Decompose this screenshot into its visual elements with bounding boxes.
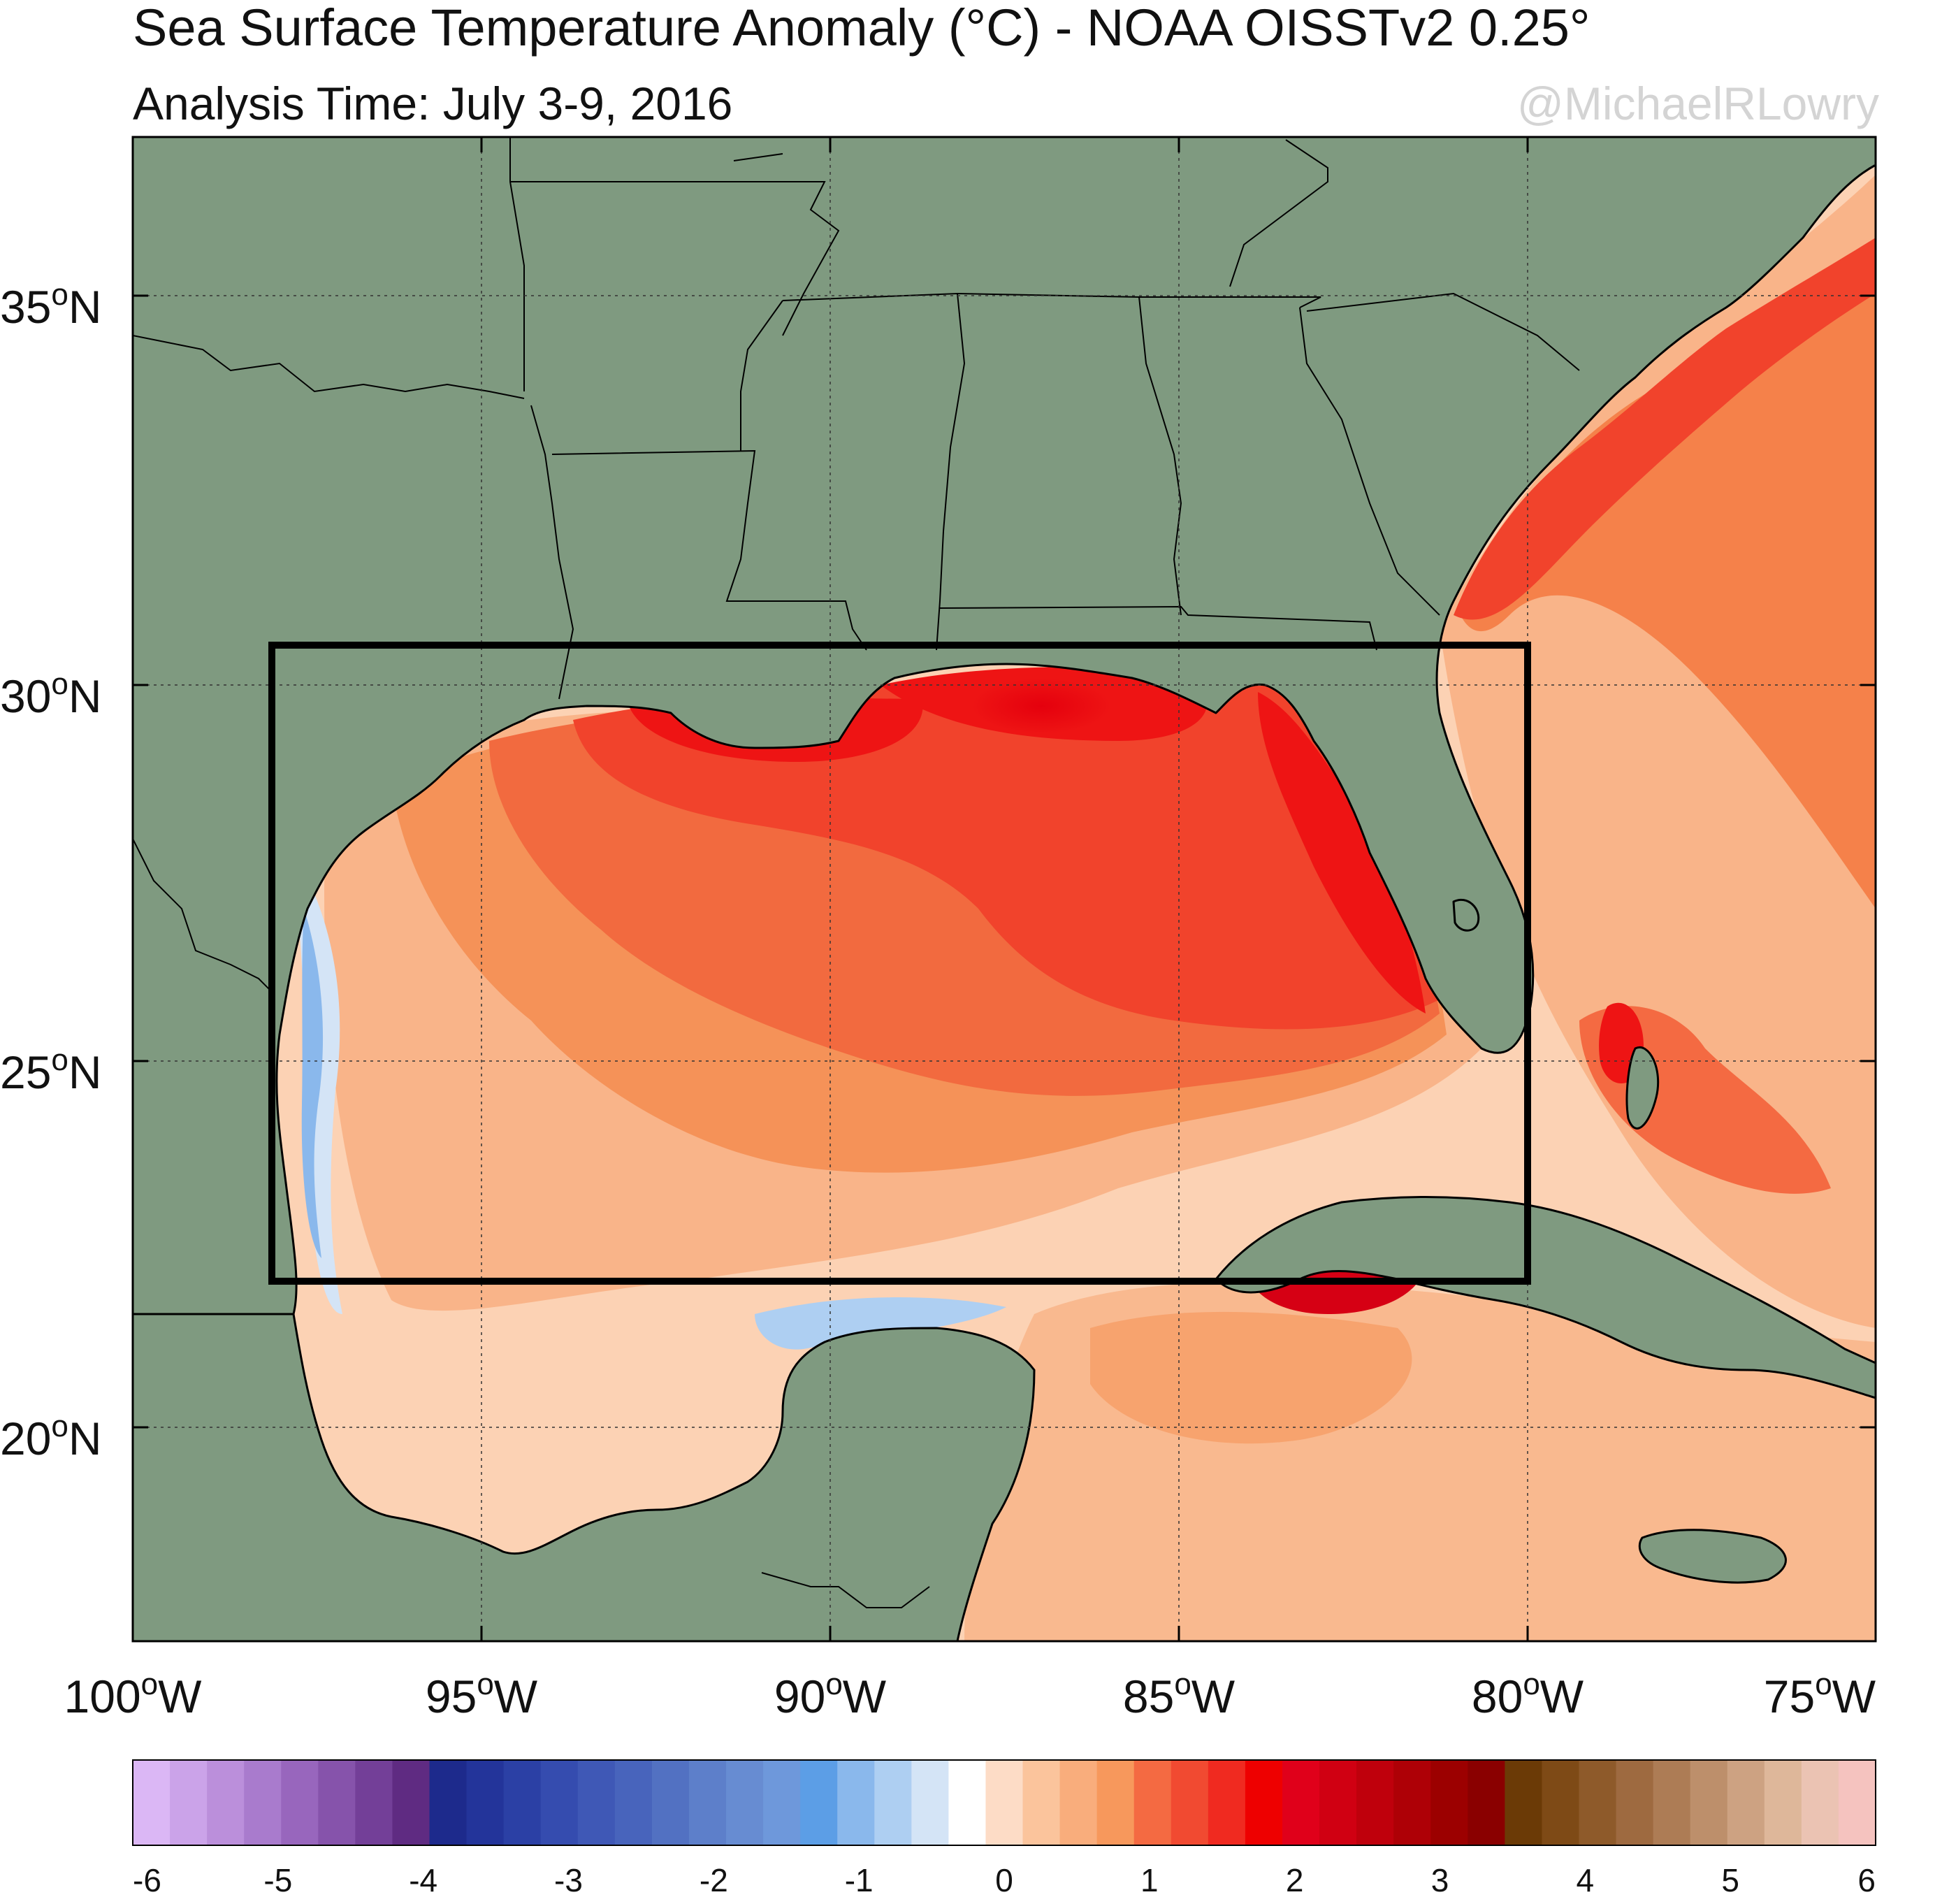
colorbar-swatch xyxy=(1838,1760,1876,1845)
colorbar-tick-label: 6 xyxy=(1857,1862,1876,1898)
colorbar-swatch xyxy=(429,1760,468,1845)
andros-island xyxy=(1625,1046,1660,1130)
colorbar-tick-label: 5 xyxy=(1721,1862,1739,1898)
analysis-time-subtitle: Analysis Time: July 3-9, 2016 xyxy=(133,78,733,129)
colorbar-swatch xyxy=(1801,1760,1839,1845)
longitude-labels: 100oW 95oW 90oW 85oW 80oW 75oW xyxy=(64,1667,1876,1722)
colorbar-swatch xyxy=(1542,1760,1580,1845)
lon-label-90: 90oW xyxy=(774,1667,887,1722)
colorbar-tick-label: -6 xyxy=(133,1862,161,1898)
caribbean-moderate-field xyxy=(1090,1311,1412,1444)
colorbar-swatch xyxy=(1319,1760,1357,1845)
colorbar-swatch xyxy=(837,1760,875,1845)
colorbar-swatch xyxy=(355,1760,393,1845)
colorbar-swatch xyxy=(1616,1760,1654,1845)
colorbar-swatch xyxy=(540,1760,579,1845)
colorbar-swatch xyxy=(1690,1760,1728,1845)
lon-label-80: 80oW xyxy=(1472,1667,1584,1722)
colorbar-tick-label: -4 xyxy=(409,1862,437,1898)
colorbar-swatch xyxy=(1393,1760,1431,1845)
colorbar-swatch xyxy=(1430,1760,1468,1845)
colorbar-swatch xyxy=(1764,1760,1802,1845)
colorbar-swatch xyxy=(318,1760,356,1845)
colorbar-swatch xyxy=(1133,1760,1172,1845)
colorbar-swatch xyxy=(1059,1760,1098,1845)
author-watermark: @MichaelRLowry xyxy=(1516,78,1879,129)
colorbar-swatch xyxy=(466,1760,505,1845)
colorbar-tick-label: -5 xyxy=(263,1862,292,1898)
us-mainland xyxy=(133,137,1876,1315)
colorbar-swatch xyxy=(133,1760,171,1845)
colorbar-swatch xyxy=(1096,1760,1135,1845)
colorbar-tick-label: -1 xyxy=(845,1862,874,1898)
colorbar-tick-label: 2 xyxy=(1286,1862,1304,1898)
colorbar-tick-label: 3 xyxy=(1431,1862,1449,1898)
lon-label-100: 100oW xyxy=(64,1667,203,1722)
colorbar-swatch xyxy=(1653,1760,1691,1845)
lon-label-75: 75oW xyxy=(1764,1667,1876,1722)
colorbar-swatch xyxy=(244,1760,282,1845)
colorbar-tick-label: 1 xyxy=(1140,1862,1159,1898)
colorbar-swatch xyxy=(874,1760,912,1845)
map-title: Sea Surface Temperature Anomaly (°C) - N… xyxy=(133,0,1591,57)
state-borders xyxy=(133,137,1580,1608)
axis-ticks xyxy=(133,137,1876,1641)
colorbar-swatch xyxy=(1245,1760,1283,1845)
colorbar-tick-labels: -6 -5 -4 -3 -2 -1 0 1 2 3 4 5 6 xyxy=(133,1862,1876,1898)
colorbar-swatch xyxy=(763,1760,801,1845)
graticule xyxy=(133,137,1876,1641)
lon-label-85: 85oW xyxy=(1123,1667,1236,1722)
colorbar-swatch xyxy=(688,1760,727,1845)
colorbar-swatch xyxy=(1356,1760,1394,1845)
lon-label-95: 95oW xyxy=(426,1667,538,1722)
western-gulf-cold-band xyxy=(301,909,324,1258)
gulf-stream-hot-band xyxy=(1454,238,1876,620)
gulf-hot-field xyxy=(629,667,1426,1014)
colorbar-tick-label: 4 xyxy=(1577,1862,1595,1898)
colorbar-swatch xyxy=(948,1760,987,1845)
lat-label-35: 35oN xyxy=(0,277,102,333)
colorbar-swatch xyxy=(281,1760,319,1845)
colorbar-swatch xyxy=(1727,1760,1765,1845)
lat-label-20: 20oN xyxy=(0,1409,102,1464)
colorbar-tick-label: 0 xyxy=(995,1862,1013,1898)
colorbar-tick-label: -2 xyxy=(700,1862,728,1898)
colorbar-swatch xyxy=(1022,1760,1061,1845)
lat-label-25: 25oN xyxy=(0,1043,102,1098)
gulf-warm-field-4 xyxy=(573,675,1440,1030)
colorbar-swatch xyxy=(800,1760,838,1845)
colorbar-tick-label: -3 xyxy=(554,1862,583,1898)
colorbar-frame xyxy=(132,1759,1876,1846)
colorbar-swatch xyxy=(614,1760,653,1845)
lake-okeechobee xyxy=(1452,898,1480,932)
colorbar-swatch xyxy=(1505,1760,1543,1845)
jamaica xyxy=(1638,1529,1787,1584)
colorbar-swatch xyxy=(1171,1760,1209,1845)
colorbar-swatch xyxy=(170,1760,208,1845)
latitude-labels: 35oN 30oN 25oN 20oN xyxy=(0,277,102,1464)
colorbar-swatch xyxy=(503,1760,542,1845)
colorbar-swatch xyxy=(651,1760,690,1845)
colorbar-swatch xyxy=(207,1760,245,1845)
campeche-cool-patch xyxy=(755,1297,1006,1350)
colorbar-swatch xyxy=(1468,1760,1505,1845)
colorbar-swatch xyxy=(1282,1760,1320,1845)
colorbar-swatch xyxy=(726,1760,764,1845)
atlantic-warm-field-2 xyxy=(1461,266,1876,909)
colorbar-swatch xyxy=(577,1760,616,1845)
map-frame xyxy=(131,136,1877,1643)
colorbar-swatch xyxy=(985,1760,1024,1845)
analysis-region-box xyxy=(268,642,1531,1285)
colorbar-swatch xyxy=(1208,1760,1246,1845)
colorbar-swatch xyxy=(911,1760,950,1845)
northern-gulf-hot-core xyxy=(971,678,1111,734)
lat-label-30: 30oN xyxy=(0,667,102,722)
plot-area xyxy=(133,137,1876,1641)
colorbar-swatch xyxy=(392,1760,430,1845)
colorbar xyxy=(132,1759,1876,1846)
colorbar-swatch xyxy=(1579,1760,1617,1845)
mexico-mainland xyxy=(133,1313,1036,1641)
